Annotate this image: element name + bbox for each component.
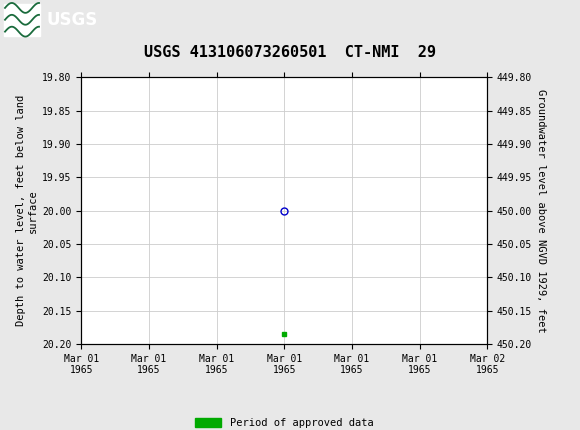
- Text: USGS 413106073260501  CT-NMI  29: USGS 413106073260501 CT-NMI 29: [144, 45, 436, 60]
- Y-axis label: Depth to water level, feet below land
surface: Depth to water level, feet below land su…: [16, 95, 38, 326]
- Y-axis label: Groundwater level above NGVD 1929, feet: Groundwater level above NGVD 1929, feet: [536, 89, 546, 332]
- Text: USGS: USGS: [46, 11, 97, 29]
- Legend: Period of approved data: Period of approved data: [191, 414, 378, 430]
- FancyBboxPatch shape: [4, 4, 40, 36]
